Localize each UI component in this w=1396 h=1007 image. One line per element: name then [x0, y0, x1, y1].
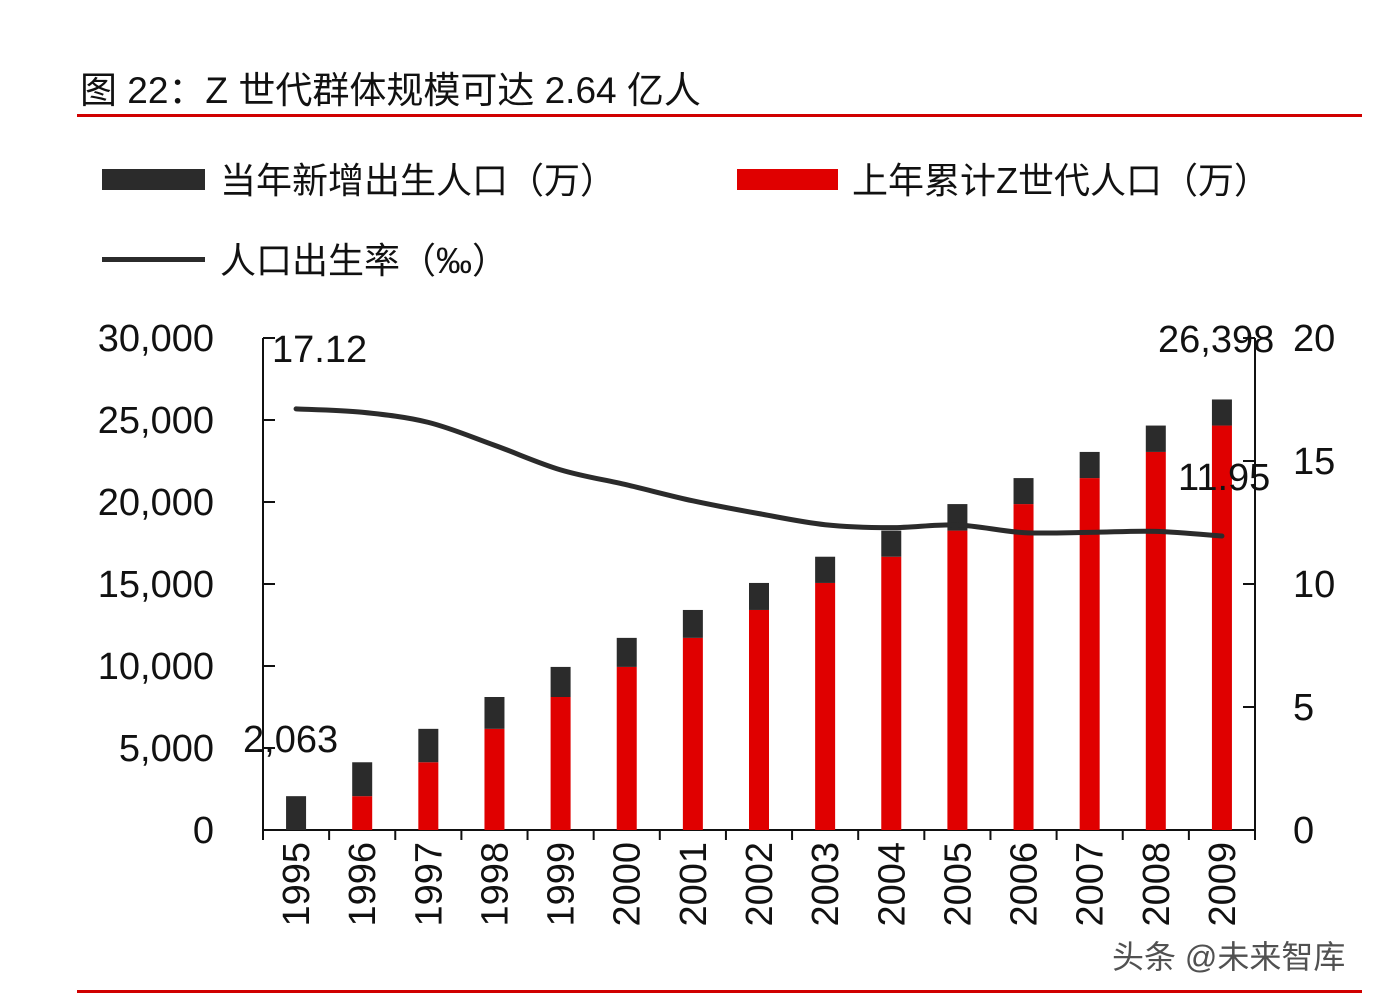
bar-new-births-2008 [1146, 426, 1166, 452]
bar-cumulative-2002 [749, 610, 769, 830]
label-2009-birth-rate: 11.95 [1178, 457, 1270, 499]
bar-new-births-1996 [352, 762, 372, 796]
bar-new-births-2004 [881, 531, 901, 557]
x-axis-tick-label: 2006 [1004, 842, 1046, 927]
bar-new-births-2003 [815, 557, 835, 583]
x-axis-tick-label: 1997 [408, 842, 450, 927]
bar-new-births-1995 [286, 796, 306, 830]
bar-cumulative-2005 [947, 531, 967, 830]
bar-cumulative-2000 [617, 667, 637, 830]
left-axis-tick-label: 20,000 [98, 482, 214, 524]
x-axis-tick-label: 2000 [607, 842, 649, 927]
x-axis-tick-label: 1996 [342, 842, 384, 927]
bar-cumulative-2001 [683, 638, 703, 830]
legend-label-cumulative: 上年累计Z世代人口（万） [852, 160, 1270, 201]
bar-cumulative-1998 [484, 729, 504, 830]
left-axis-tick-label: 5,000 [119, 728, 214, 770]
right-axis-tick-label: 15 [1293, 441, 1335, 483]
x-axis-tick-label: 2009 [1202, 842, 1244, 927]
right-axis-tick-label: 10 [1293, 564, 1335, 606]
bar-cumulative-2004 [881, 557, 901, 830]
bar-new-births-1998 [484, 697, 504, 729]
x-axis-tick-label: 2007 [1070, 842, 1112, 927]
bar-new-births-1997 [418, 729, 438, 762]
bar-new-births-2002 [749, 583, 769, 610]
bar-new-births-2006 [1014, 478, 1034, 504]
watermark: 头条 @未来智库 [1112, 939, 1345, 975]
plot-area: 0 5,000 10,000 15,000 20,000 25,000 30,000 0 5 10… [98, 318, 1336, 927]
title-rule [77, 114, 1362, 117]
label-1995-new-births: 2,063 [243, 719, 338, 761]
bar-cumulative-2008 [1146, 452, 1166, 830]
right-axis-tick-label: 20 [1293, 318, 1335, 360]
x-axis-tick-label: 1995 [276, 842, 318, 927]
left-axis-tick-label: 0 [193, 810, 214, 852]
legend-swatch-birth-rate [102, 257, 205, 262]
bottom-rule [77, 990, 1362, 993]
x-axis-tick-label: 2004 [871, 842, 913, 927]
label-2009-total: 26,398 [1158, 319, 1274, 361]
legend: 当年新增出生人口（万） 上年累计Z世代人口（万） 人口出生率（‰） [102, 160, 1270, 281]
bar-cumulative-2003 [815, 583, 835, 830]
x-axis-tick-label: 2002 [739, 842, 781, 927]
x-axis-tick-label: 2001 [673, 842, 715, 927]
bar-new-births-2000 [617, 638, 637, 667]
chart-title: 图 22：Z 世代群体规模可达 2.64 亿人 [80, 70, 701, 111]
legend-label-new-births: 当年新增出生人口（万） [220, 160, 616, 201]
left-axis-tick-label: 15,000 [98, 564, 214, 606]
right-axis-tick-label: 5 [1293, 687, 1314, 729]
bar-cumulative-2006 [1014, 504, 1034, 830]
bar-cumulative-1997 [418, 762, 438, 830]
x-axis-tick-label: 1999 [541, 842, 583, 927]
right-axis-tick-label: 0 [1293, 810, 1314, 852]
x-axis-tick-label: 2008 [1136, 842, 1178, 927]
x-axis-tick-label: 2005 [937, 842, 979, 927]
left-axis-tick-label: 10,000 [98, 646, 214, 688]
legend-swatch-cumulative [737, 169, 838, 190]
left-axis-tick-label: 30,000 [98, 318, 214, 360]
bar-cumulative-1999 [551, 697, 571, 830]
bar-new-births-2009 [1212, 399, 1232, 425]
x-axis-tick-label: 2003 [805, 842, 847, 927]
legend-label-birth-rate: 人口出生率（‰） [220, 240, 508, 281]
bar-new-births-1999 [551, 667, 571, 697]
x-axis-tick-label: 1998 [474, 842, 516, 927]
bar-cumulative-1996 [352, 796, 372, 830]
bar-new-births-2001 [683, 610, 703, 638]
label-1995-birth-rate: 17.12 [272, 329, 367, 371]
bar-new-births-2007 [1080, 452, 1100, 478]
legend-swatch-new-births [102, 169, 205, 190]
left-axis-tick-label: 25,000 [98, 400, 214, 442]
